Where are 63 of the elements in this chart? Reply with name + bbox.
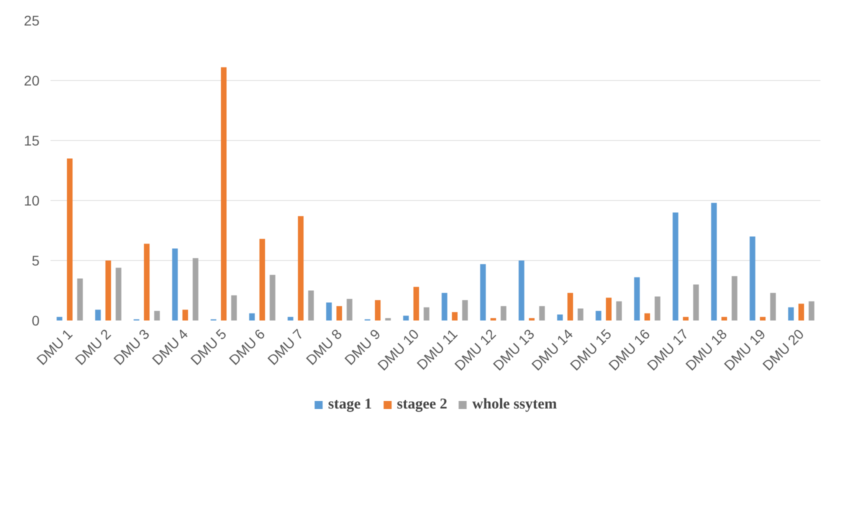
bar	[567, 292, 574, 320]
bar	[500, 306, 506, 320]
bar	[95, 310, 101, 320]
bar	[788, 307, 794, 320]
bar	[66, 158, 73, 320]
bar	[770, 292, 776, 320]
y-tick-label: 10	[24, 192, 40, 208]
bar	[172, 248, 178, 320]
bar	[336, 306, 342, 320]
bar	[374, 300, 381, 320]
bar	[539, 306, 545, 320]
bar	[442, 292, 448, 320]
bar	[644, 313, 650, 320]
bar	[693, 284, 699, 320]
bar	[760, 316, 766, 320]
bar	[105, 260, 112, 320]
bar	[154, 310, 160, 320]
bar	[682, 316, 689, 320]
bar	[144, 244, 150, 320]
y-tick-label: 20	[24, 72, 40, 88]
bar	[192, 258, 198, 320]
bar	[308, 290, 314, 320]
bar	[634, 277, 640, 320]
bar	[413, 286, 420, 320]
bar	[596, 310, 602, 320]
bar	[346, 298, 352, 320]
bar	[231, 295, 237, 320]
bar	[672, 212, 678, 320]
bar	[798, 304, 804, 320]
bar	[711, 202, 717, 320]
bar	[557, 314, 563, 320]
bar	[116, 268, 122, 320]
bar	[56, 316, 62, 320]
legend-label: stagee 2	[396, 396, 448, 413]
bar	[424, 307, 430, 320]
bar	[403, 316, 409, 320]
bar	[77, 278, 83, 320]
bar	[288, 316, 294, 320]
bar	[808, 301, 814, 320]
bar	[462, 300, 468, 320]
bar	[259, 238, 266, 320]
bar	[249, 313, 255, 320]
legend-label: whole ssytem	[472, 396, 557, 413]
bar	[182, 310, 188, 320]
bar	[750, 236, 756, 320]
bar	[298, 216, 304, 320]
bar	[518, 260, 524, 320]
bar	[220, 67, 227, 320]
y-tick-label: 15	[24, 132, 40, 148]
bar	[452, 312, 458, 320]
bar	[654, 296, 660, 320]
y-tick-label: 5	[32, 252, 40, 268]
bar	[616, 301, 622, 320]
bar	[480, 264, 486, 320]
y-tick-label: 25	[24, 12, 40, 28]
bar	[326, 302, 332, 320]
bar	[732, 276, 738, 320]
y-tick-label: 0	[32, 312, 40, 328]
bar	[721, 316, 728, 320]
bar	[578, 308, 584, 320]
bar	[270, 274, 276, 320]
legend-label: stage 1	[328, 396, 372, 413]
bar	[606, 298, 612, 320]
